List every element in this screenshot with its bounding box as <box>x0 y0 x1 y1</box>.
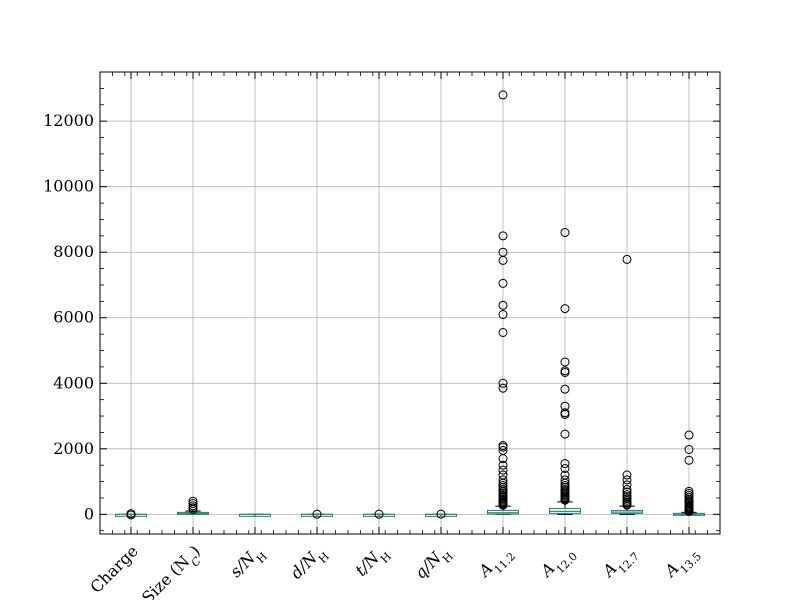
outlier-point <box>684 455 694 465</box>
outlier-point <box>498 327 508 337</box>
outlier-point <box>498 465 508 475</box>
outlier-point <box>560 367 570 377</box>
box-plot-10 <box>673 430 705 516</box>
outlier-point <box>560 463 570 473</box>
outlier-point <box>560 429 570 439</box>
box-plot-3 <box>239 513 271 517</box>
outlier-point <box>560 459 570 469</box>
x-tick-label: Charge <box>86 541 141 596</box>
outlier-point <box>498 90 508 100</box>
outlier-point <box>498 383 508 393</box>
outlier-point <box>560 228 570 238</box>
x-tick-label: A12.7 <box>597 541 641 585</box>
y-tick-label: 0 <box>84 504 94 523</box>
grid-lines <box>100 72 720 534</box>
outlier-point <box>622 475 632 485</box>
outlier-point <box>622 254 632 264</box>
outlier-point <box>622 500 632 510</box>
outlier-point <box>498 255 508 265</box>
box-plots <box>115 90 705 520</box>
outlier-point <box>436 509 446 519</box>
box-plot-6 <box>425 509 457 519</box>
box-plot-2 <box>177 496 209 515</box>
box-plot-5 <box>363 509 395 519</box>
outlier-point <box>684 506 694 516</box>
box-plot-4 <box>301 509 333 519</box>
x-tick-label: s/NH <box>226 541 270 585</box>
outlier-point <box>684 444 694 454</box>
x-tick-label: Size (NC) <box>138 541 208 600</box>
y-tick-labels: 0 2000 4000 6000 8000 10000 12000 <box>43 111 94 523</box>
outlier-point <box>188 496 198 506</box>
outlier-point <box>126 509 136 519</box>
outlier-point <box>498 278 508 288</box>
outlier-point <box>498 378 508 388</box>
y-tick-label: 8000 <box>53 242 94 261</box>
outlier-point <box>622 470 632 480</box>
outlier-point <box>622 484 632 494</box>
y-tick-label: 12000 <box>43 111 94 130</box>
x-tick-label: A11.2 <box>473 541 517 585</box>
outlier-point <box>188 501 198 511</box>
x-tick-label: A12.0 <box>535 541 579 585</box>
box-plot-8 <box>549 228 581 515</box>
outlier-point <box>560 495 570 505</box>
x-tick-label: d/NH <box>287 541 332 586</box>
x-tick-label: t/NH <box>351 541 393 583</box>
outlier-point <box>498 231 508 241</box>
box-plot-1 <box>115 509 147 520</box>
y-tick-label: 6000 <box>53 308 94 327</box>
x-tick-label: q/NH <box>411 541 456 586</box>
outlier-point <box>622 480 632 490</box>
x-tick-label: A13.5 <box>659 541 703 585</box>
outlier-point <box>498 454 508 464</box>
outlier-point <box>498 442 508 452</box>
outlier-point <box>498 309 508 319</box>
box-plot-7 <box>487 90 519 515</box>
outlier-point <box>374 509 384 519</box>
box-plot-9 <box>611 254 643 515</box>
y-tick-label: 2000 <box>53 439 94 458</box>
outlier-point <box>684 430 694 440</box>
axis-ticks <box>100 72 721 534</box>
outlier-point <box>560 384 570 394</box>
outlier-point <box>498 300 508 310</box>
outlier-point <box>188 499 198 509</box>
outlier-point <box>560 304 570 314</box>
outlier-point <box>560 357 570 367</box>
y-tick-label: 4000 <box>53 373 94 392</box>
outlier-point <box>312 509 322 519</box>
outlier-point <box>498 500 508 510</box>
outlier-point <box>498 460 508 470</box>
y-tick-label: 10000 <box>43 177 94 196</box>
outlier-point <box>560 409 570 419</box>
